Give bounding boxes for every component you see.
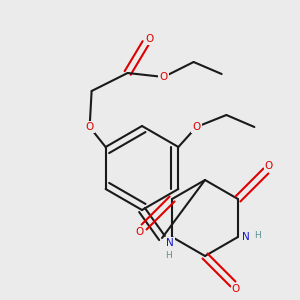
Text: O: O xyxy=(265,161,273,171)
Text: O: O xyxy=(135,227,143,237)
Text: O: O xyxy=(192,122,200,132)
Text: O: O xyxy=(232,284,240,294)
Text: N: N xyxy=(242,232,250,242)
Text: H: H xyxy=(254,230,261,239)
Text: O: O xyxy=(85,122,94,132)
Text: O: O xyxy=(160,72,168,82)
Text: N: N xyxy=(166,238,174,248)
Text: O: O xyxy=(146,34,154,44)
Text: H: H xyxy=(165,250,172,260)
